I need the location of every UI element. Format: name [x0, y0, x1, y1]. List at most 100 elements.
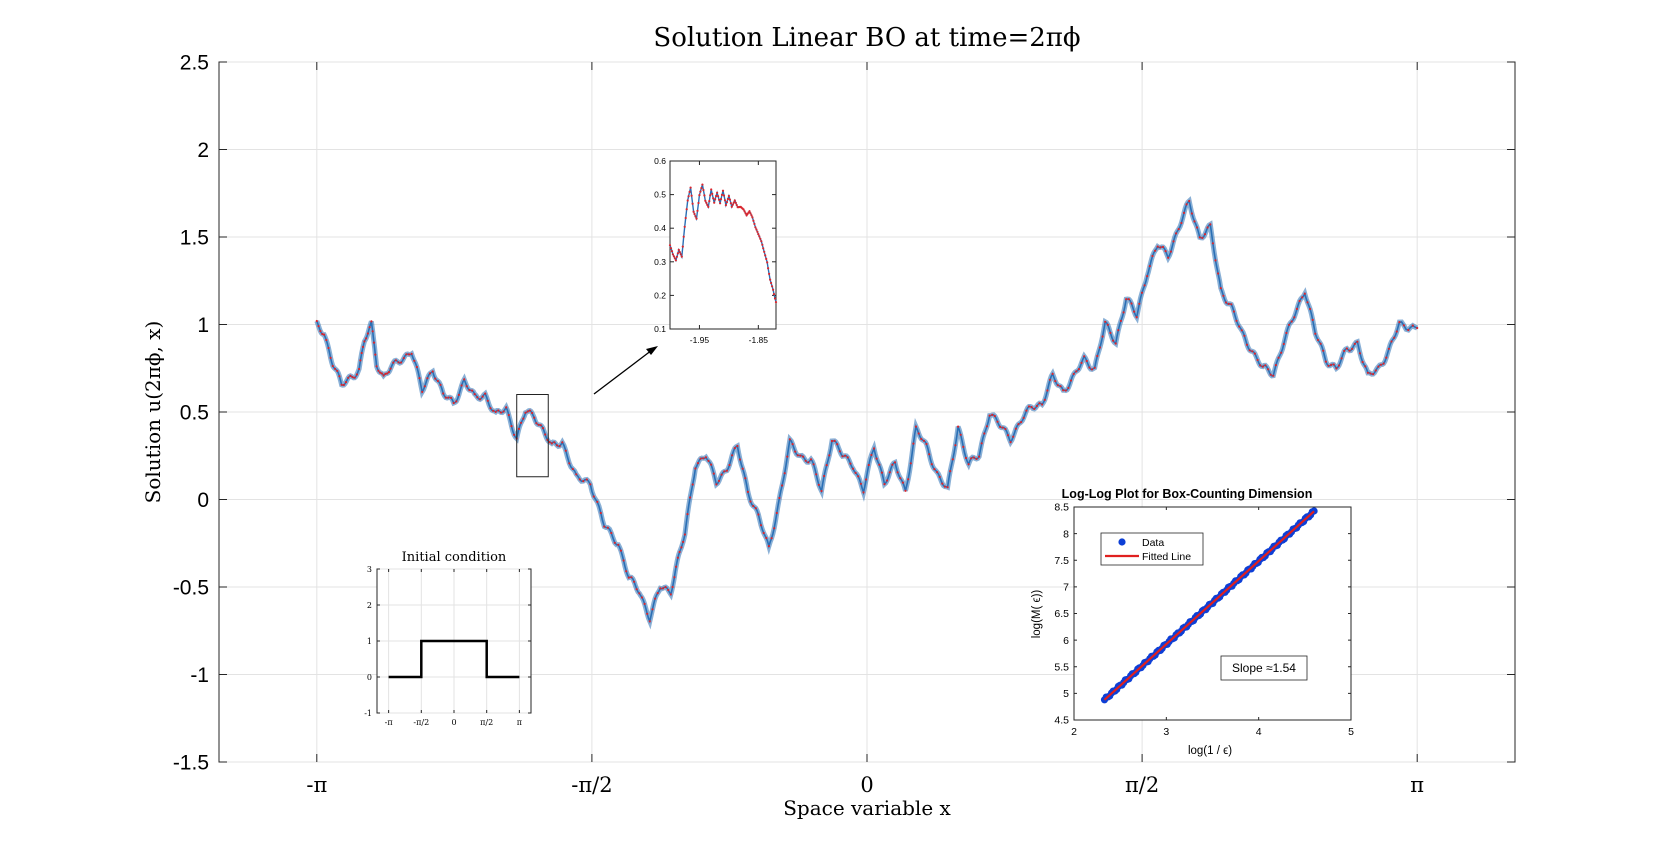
main-series-marker — [1293, 316, 1296, 319]
main-series-marker — [746, 490, 750, 493]
main-series-marker — [786, 455, 789, 458]
main-series-marker — [1337, 364, 1341, 367]
main-series-marker — [993, 414, 996, 418]
main-series-marker — [1398, 321, 1401, 324]
main-series-marker — [484, 392, 487, 395]
main-series-marker — [537, 423, 540, 426]
main-series-marker — [533, 416, 536, 419]
zoom-series-marker — [680, 255, 683, 258]
zoom-series-marker — [762, 247, 765, 250]
zoom-series-marker — [702, 188, 705, 192]
main-series-marker — [1167, 256, 1170, 259]
zoom-series-marker — [689, 186, 692, 189]
zoom-series-marker — [677, 248, 680, 251]
main-series-marker — [883, 483, 886, 486]
main-series-marker — [397, 361, 400, 364]
main-series-marker — [1172, 240, 1175, 243]
main-series-marker — [1193, 220, 1196, 223]
zoom-series-marker — [727, 194, 731, 198]
main-series-marker — [676, 556, 680, 559]
zoom-series-marker — [719, 202, 722, 205]
main-series-marker — [957, 425, 960, 428]
zoom-series-marker — [671, 253, 675, 256]
main-series-marker — [1196, 226, 1199, 229]
main-series-marker — [610, 531, 613, 535]
main-series-marker — [656, 592, 659, 595]
zoom-series-marker — [771, 285, 774, 288]
main-series-marker — [1316, 338, 1320, 342]
main-series-marker — [680, 546, 683, 549]
main-series-marker — [589, 483, 592, 486]
main-series-marker — [870, 453, 873, 457]
zoom-series-marker — [748, 210, 751, 213]
zoom-plot-area — [669, 160, 777, 330]
main-series-marker — [823, 474, 826, 478]
main-series-marker — [788, 438, 792, 441]
main-series-marker — [452, 401, 455, 405]
main-series-marker — [596, 500, 599, 503]
main-series-marker — [812, 463, 815, 466]
zoom-series-marker — [703, 194, 706, 197]
main-series-marker — [930, 463, 933, 466]
main-series-marker — [1217, 272, 1220, 275]
main-series-marker — [1027, 405, 1031, 408]
loglog-ticks: 2 3 4 5 4.5 5 5.5 6 6.5 7 7.5 8 8.5 — [1054, 502, 1354, 738]
main-series-marker — [476, 396, 479, 399]
main-series-marker — [520, 421, 523, 424]
main-series-marker — [946, 486, 949, 489]
x-tick-label: 3 — [1163, 726, 1169, 738]
main-series-marker — [1411, 324, 1414, 327]
y-tick-label: 4.5 — [1054, 715, 1069, 727]
main-series-marker — [351, 376, 354, 379]
main-series-marker — [1232, 310, 1235, 313]
main-series-marker — [1372, 373, 1375, 376]
main-series-marker — [389, 367, 392, 370]
main-series-marker — [686, 513, 689, 516]
main-series-marker — [1067, 386, 1070, 389]
main-series-marker — [1267, 368, 1270, 371]
main-series-marker — [854, 471, 857, 474]
main-series-marker — [1358, 352, 1362, 355]
main-series-marker — [418, 377, 421, 380]
zoom-series-marker — [717, 195, 720, 198]
y-tick-label: 0 — [367, 673, 372, 682]
main-series-marker — [1109, 331, 1112, 334]
main-series-marker — [394, 359, 397, 362]
main-series-marker — [896, 471, 899, 474]
main-series-marker — [959, 433, 962, 436]
main-series-marker — [851, 467, 855, 470]
main-series-marker — [762, 531, 765, 535]
y-tick-label: 6 — [1063, 635, 1069, 647]
main-series-marker — [340, 383, 343, 386]
main-series-marker — [651, 608, 654, 611]
main-series-marker — [1298, 299, 1301, 303]
main-series-marker — [733, 447, 736, 450]
main-series-marker — [1088, 366, 1091, 369]
zoom-inset: -1.95 -1.85 0.1 0.2 0.3 0.4 0.5 0.6 — [654, 156, 778, 345]
main-series-marker — [494, 410, 497, 413]
legend-data-label: Data — [1142, 537, 1164, 549]
main-series-marker — [867, 463, 870, 467]
main-series-marker — [568, 462, 571, 465]
main-series-marker — [1256, 358, 1259, 362]
main-series-marker — [377, 369, 380, 372]
main-series-marker — [1224, 301, 1228, 304]
main-series-marker — [669, 593, 672, 596]
main-series-marker — [717, 479, 721, 482]
main-series-marker — [1080, 361, 1083, 364]
main-series-marker — [1038, 402, 1041, 405]
main-series-marker — [875, 457, 878, 460]
main-series-marker — [528, 409, 532, 412]
zoom-series-marker — [734, 201, 737, 204]
main-series-marker — [375, 365, 378, 368]
main-series-marker — [1106, 323, 1109, 326]
main-series-marker — [799, 454, 802, 457]
main-series-marker — [1240, 329, 1243, 332]
main-series-marker — [363, 340, 366, 343]
initial-condition-ticks: -π -π/2 0 π/2 π -1 0 1 2 3 — [364, 565, 531, 727]
loglog-fitted-line — [1103, 510, 1315, 701]
main-series-marker — [1311, 318, 1314, 321]
main-series-marker — [360, 351, 363, 355]
main-series-marker — [673, 576, 676, 579]
main-series-marker — [985, 425, 989, 428]
